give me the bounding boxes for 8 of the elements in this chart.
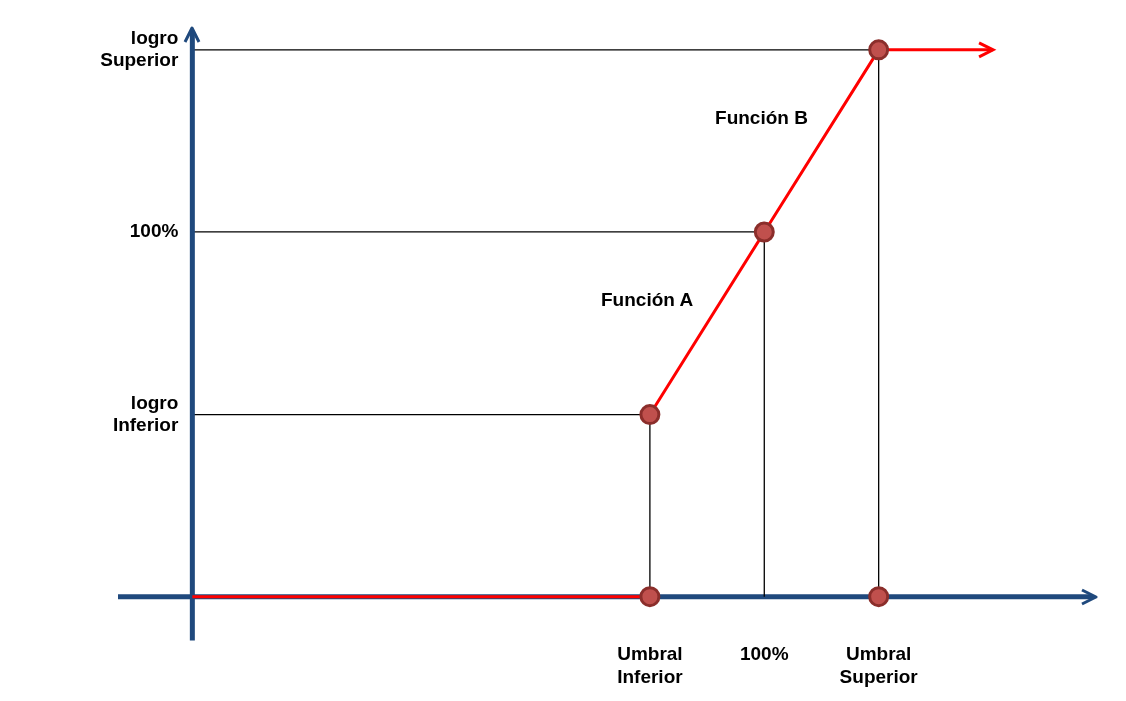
x-tick-label: Umbral Superior: [839, 643, 919, 687]
annotation: logro Inferior: [112, 391, 179, 435]
annotation: 100%: [129, 220, 179, 242]
annotation: logro Superior: [100, 27, 179, 71]
annotation: Función A: [601, 289, 694, 311]
x-tick-label: 100%: [739, 643, 789, 665]
x-tick-label: Umbral Inferior: [617, 643, 684, 687]
annotation: Función B: [715, 107, 808, 129]
